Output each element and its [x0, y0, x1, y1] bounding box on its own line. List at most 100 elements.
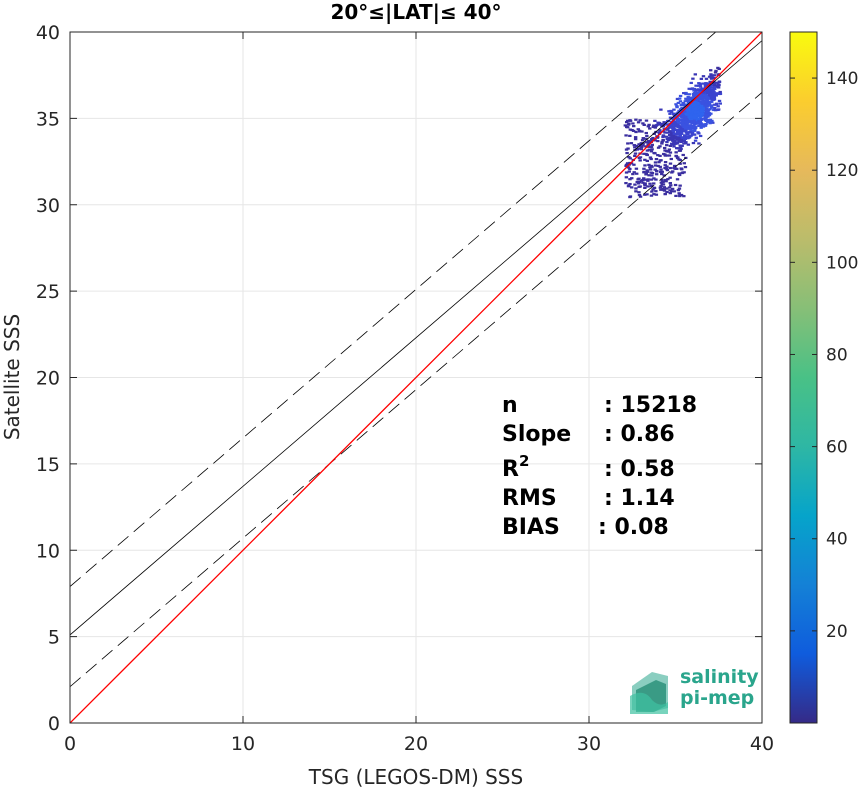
- density-point: [677, 187, 682, 190]
- density-point: [678, 126, 683, 129]
- density-point: [715, 92, 720, 95]
- density-point: [668, 131, 672, 134]
- density-point: [695, 97, 699, 100]
- density-point: [677, 173, 682, 177]
- density-point: [666, 131, 670, 134]
- density-point: [674, 114, 679, 118]
- density-point: [677, 158, 681, 161]
- density-point: [682, 110, 687, 113]
- density-point: [699, 124, 703, 127]
- density-point: [676, 101, 681, 105]
- density-point: [677, 131, 681, 134]
- y-tick-label: 0: [48, 713, 60, 735]
- density-point: [687, 125, 692, 128]
- density-point: [632, 144, 636, 147]
- y-tick-label: 35: [36, 108, 60, 130]
- density-point: [678, 184, 682, 187]
- density-point: [690, 96, 695, 99]
- density-point: [637, 193, 642, 197]
- density-point: [668, 144, 673, 148]
- density-point: [664, 135, 669, 138]
- density-point: [703, 107, 708, 110]
- density-point: [657, 121, 662, 125]
- colorbar: [789, 31, 818, 724]
- fit-lower-bound-line: [70, 92, 762, 688]
- density-point: [669, 157, 674, 161]
- density-point: [671, 129, 675, 132]
- density-point: [677, 138, 681, 142]
- density-point: [688, 130, 692, 133]
- density-point: [687, 108, 692, 111]
- density-point: [675, 141, 680, 144]
- density-point: [665, 144, 669, 147]
- density-point: [699, 109, 704, 112]
- density-point: [699, 114, 704, 117]
- density-point: [707, 75, 712, 78]
- density-point: [645, 193, 649, 196]
- density-point: [668, 181, 672, 185]
- density-point: [634, 167, 639, 170]
- density-point: [683, 165, 688, 169]
- density-point: [626, 185, 631, 188]
- density-point: [643, 193, 647, 196]
- density-point: [697, 82, 701, 85]
- density-point: [634, 130, 638, 134]
- density-point: [691, 92, 696, 95]
- density-point: [663, 149, 667, 152]
- density-point: [693, 73, 698, 76]
- density-point: [706, 89, 711, 92]
- density-point: [647, 148, 651, 151]
- density-point: [659, 170, 663, 173]
- colorbar-tick-label: 80: [826, 345, 848, 365]
- density-point: [653, 152, 657, 155]
- density-point: [665, 165, 669, 168]
- density-point: [654, 178, 658, 181]
- density-point: [633, 138, 638, 141]
- y-tick-label: 10: [36, 540, 60, 562]
- logo-text-line1: salinity: [680, 666, 759, 688]
- density-point: [656, 139, 660, 143]
- density-point: [632, 171, 636, 174]
- wave-icon: [630, 672, 668, 714]
- density-point: [659, 168, 663, 171]
- density-point: [703, 117, 707, 120]
- density-point: [693, 111, 697, 114]
- y-tick-label: 15: [36, 454, 60, 476]
- density-point: [709, 121, 713, 124]
- density-point: [679, 129, 683, 132]
- density-point: [656, 164, 660, 168]
- density-point: [675, 106, 679, 109]
- density-point: [692, 133, 697, 136]
- density-point: [690, 122, 694, 125]
- density-point: [703, 84, 708, 87]
- density-point: [675, 97, 680, 101]
- density-point: [700, 112, 705, 116]
- density-point: [698, 121, 702, 124]
- density-point: [644, 137, 648, 140]
- density-point: [658, 129, 662, 132]
- density-point: [626, 142, 630, 145]
- density-point: [694, 84, 698, 87]
- density-point: [666, 139, 671, 142]
- density-point: [698, 134, 703, 138]
- density-point: [678, 100, 683, 103]
- density-point: [623, 124, 628, 127]
- density-point: [636, 128, 640, 131]
- density-point: [685, 118, 689, 121]
- density-point: [678, 146, 683, 149]
- density-point: [661, 122, 665, 126]
- density-point: [680, 111, 684, 115]
- density-point: [696, 101, 700, 105]
- density-point: [660, 140, 664, 143]
- density-point: [628, 157, 632, 160]
- density-point: [635, 180, 639, 184]
- density-point: [656, 146, 661, 149]
- density-point: [712, 96, 717, 99]
- density-point: [688, 106, 692, 109]
- density-point: [713, 71, 718, 74]
- density-point: [648, 166, 652, 169]
- density-point: [648, 168, 653, 171]
- density-point: [638, 156, 643, 159]
- density-point: [627, 170, 631, 173]
- density-point: [633, 183, 637, 186]
